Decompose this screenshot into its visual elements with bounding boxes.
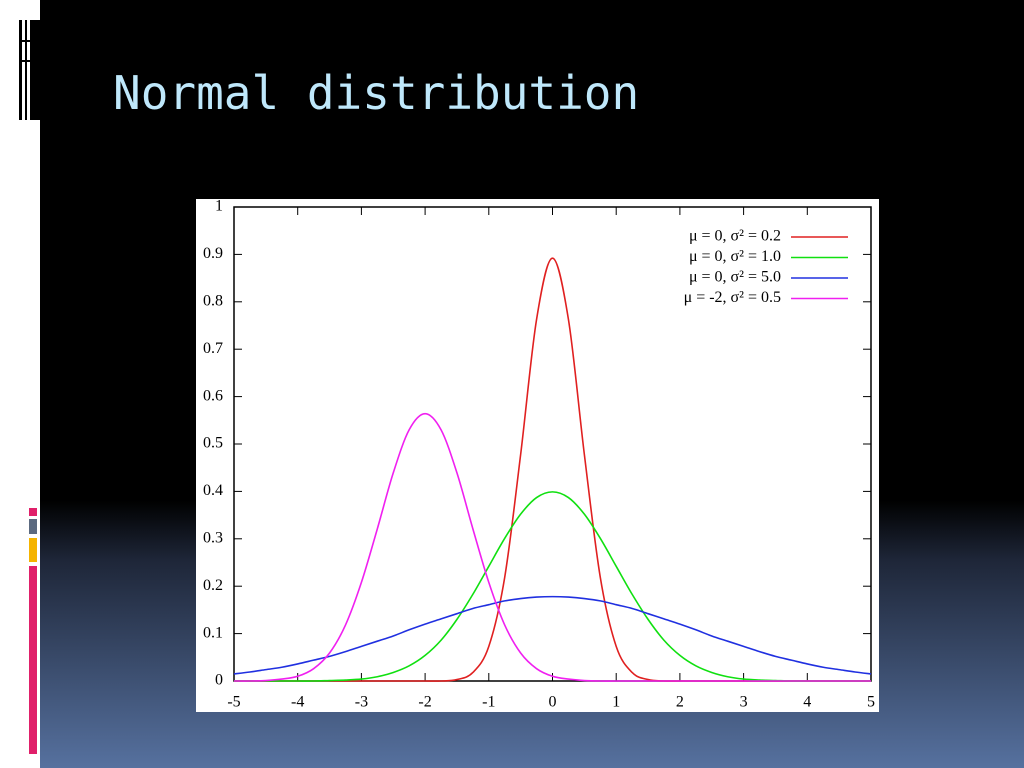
x-tick-label: -1 (482, 694, 495, 711)
chart: 0 0.1 0.2 0.3 0.4 0.5 0.6 0.7 0.8 0.9 1 -5 -4 -3 -2 -1 0… (196, 199, 879, 712)
y-tick-label: 0.8 (203, 292, 223, 309)
accent (29, 538, 37, 562)
x-tick-label: 0 (549, 694, 557, 711)
y-tick-label: 0.5 (203, 435, 223, 452)
x-tick-label: -4 (291, 694, 304, 711)
y-tick-label: 0.4 (203, 482, 223, 499)
x-tick-label: 1 (612, 694, 620, 711)
x-tick-label: 3 (740, 694, 748, 711)
legend-label: μ = 0, σ² = 0.2 (689, 228, 781, 245)
y-tick-label: 0.1 (203, 624, 223, 641)
accent (29, 508, 37, 516)
y-tick-label: 0.9 (203, 245, 223, 262)
legend-label: μ = 0, σ² = 1.0 (689, 248, 781, 265)
x-tick-label: -3 (355, 694, 368, 711)
legend-label: μ = 0, σ² = 5.0 (689, 269, 781, 286)
y-tick-label: 1 (215, 199, 223, 215)
series-line (233, 595, 872, 675)
x-tick-label: 5 (867, 694, 875, 711)
legend-label: μ = -2, σ² = 0.5 (684, 289, 781, 306)
accent (29, 519, 37, 534)
slide-title: Normal distribution (113, 66, 640, 120)
y-tick-label: 0.7 (203, 340, 223, 357)
slide-icon (19, 20, 40, 120)
x-tick-label: 2 (676, 694, 684, 711)
accent (29, 566, 37, 754)
chart-background (196, 199, 879, 712)
y-tick-label: 0.2 (203, 577, 223, 594)
side-strip (0, 0, 40, 768)
x-tick-label: -5 (227, 694, 240, 711)
y-tick-label: 0.3 (203, 529, 223, 546)
x-tick-label: -2 (418, 694, 431, 711)
y-tick-label: 0.6 (203, 387, 223, 404)
series-line (233, 412, 871, 682)
y-tick-label: 0 (215, 672, 223, 689)
x-tick-label: 4 (803, 694, 811, 711)
